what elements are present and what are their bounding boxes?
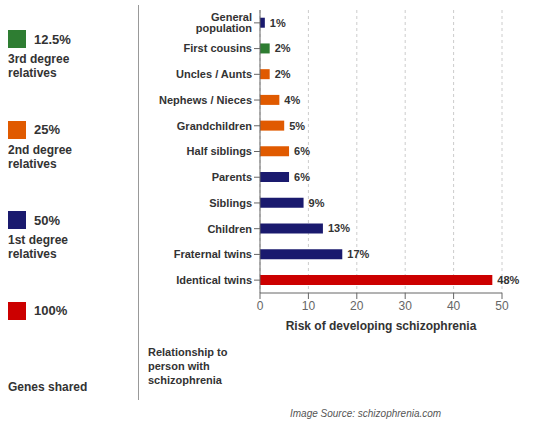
html-text:Genes shared: Genes shared [8, 380, 88, 394]
html-text:12.5%: 12.5% [34, 31, 71, 47]
svg-text:Generalpopulation: Generalpopulation [196, 11, 252, 34]
svg-text:Fraternal twins: Fraternal twins [174, 248, 252, 260]
svg-text:2%: 2% [275, 42, 291, 54]
svg-text:Nephews / Nieces: Nephews / Nieces [159, 94, 252, 106]
svg-text:1%: 1% [270, 17, 286, 29]
svg-text:Grandchildren: Grandchildren [177, 120, 252, 132]
svg-text:40: 40 [447, 299, 461, 313]
svg-text:9%: 9% [309, 197, 325, 209]
svg-text:Uncles / Aunts: Uncles / Aunts [176, 68, 252, 80]
html-text:relatives: relatives [8, 247, 57, 262]
svg-text:Risk of developing schizophren: Risk of developing schizophrenia [286, 319, 477, 333]
svg-text:5%: 5% [289, 120, 305, 132]
svg-text:0: 0 [257, 299, 264, 313]
svg-text:6%: 6% [294, 171, 310, 183]
svg-text:First cousins: First cousins [184, 42, 252, 54]
html-text:Image Source: schizophrenia.co: Image Source: schizophrenia.com [290, 408, 442, 419]
svg-text:13%: 13% [328, 222, 350, 234]
html-text:2nd degree: 2nd degree [8, 142, 72, 157]
html-text:1st degree: 1st degree [8, 233, 68, 248]
html-text:relatives: relatives [8, 66, 57, 81]
html-text:Relationship to: Relationship to [148, 346, 228, 358]
html-text:50%: 50% [34, 212, 60, 228]
svg-text:Parents: Parents [212, 171, 252, 183]
svg-text:20: 20 [350, 299, 364, 313]
svg-text:Half siblings: Half siblings [187, 145, 252, 157]
html-text:25%: 25% [34, 122, 60, 138]
html-text:relatives: relatives [8, 156, 57, 171]
svg-text:30: 30 [399, 299, 413, 313]
svg-text:Siblings: Siblings [209, 197, 252, 209]
svg-text:10: 10 [302, 299, 316, 313]
svg-text:6%: 6% [294, 145, 310, 157]
svg-text:Children: Children [207, 223, 252, 235]
svg-text:Identical twins: Identical twins [176, 274, 252, 286]
html-text:schizophrenia: schizophrenia [148, 374, 222, 386]
svg-text:4%: 4% [284, 94, 300, 106]
svg-text:2%: 2% [275, 68, 291, 80]
svg-text:50: 50 [495, 299, 509, 313]
svg-text:48%: 48% [497, 274, 519, 286]
html-text:100%: 100% [34, 303, 68, 319]
svg-text:17%: 17% [347, 248, 369, 260]
html-text:person with: person with [148, 360, 210, 372]
html-text:3rd degree: 3rd degree [8, 52, 70, 67]
